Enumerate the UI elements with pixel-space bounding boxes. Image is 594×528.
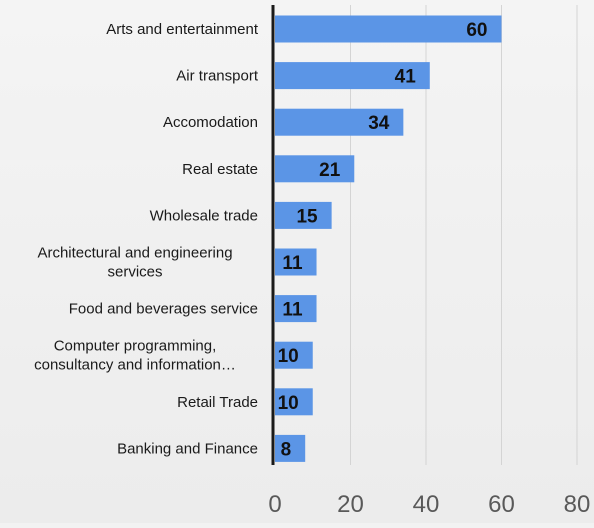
data-label: 41 xyxy=(395,67,417,88)
data-label: 10 xyxy=(278,346,299,367)
data-label: 11 xyxy=(282,300,303,321)
x-tick-label: 60 xyxy=(488,491,515,518)
bar xyxy=(275,248,317,276)
data-label: 60 xyxy=(466,20,487,41)
x-tick-label: 20 xyxy=(337,491,364,518)
bar xyxy=(275,108,404,136)
data-label: 11 xyxy=(282,253,303,274)
category-label: Architectural and engineering services xyxy=(37,245,232,281)
category-label: Accomodation xyxy=(163,114,258,131)
data-label: 21 xyxy=(319,160,341,181)
x-tick-label: 80 xyxy=(564,491,591,518)
bar xyxy=(275,15,502,43)
bar xyxy=(275,295,317,323)
labels: 0 20 40 60 80 60 Arts and entertainment 41 Air t… xyxy=(34,20,590,518)
bars xyxy=(275,15,502,462)
bar xyxy=(275,62,430,90)
category-label: Banking and Finance xyxy=(117,440,258,457)
data-label: 15 xyxy=(296,206,318,227)
bar xyxy=(275,341,313,369)
data-label: 34 xyxy=(368,113,390,134)
category-label: Retail Trade xyxy=(177,394,258,411)
bar xyxy=(275,201,332,229)
data-label: 8 xyxy=(281,439,292,460)
category-label: Computer programming, consultancy and inf… xyxy=(34,338,236,374)
bar xyxy=(275,434,306,462)
x-tick-label: 40 xyxy=(413,491,440,518)
category-label: Wholesale trade xyxy=(150,207,258,224)
bar xyxy=(275,155,355,183)
data-label: 10 xyxy=(278,393,299,414)
category-label: Air transport xyxy=(176,68,259,85)
category-label: Food and beverages service xyxy=(69,301,258,318)
category-label: Real estate xyxy=(182,161,258,178)
x-tick-label: 0 xyxy=(268,491,281,518)
category-label: Arts and entertainment xyxy=(106,21,259,38)
bar xyxy=(275,388,313,416)
